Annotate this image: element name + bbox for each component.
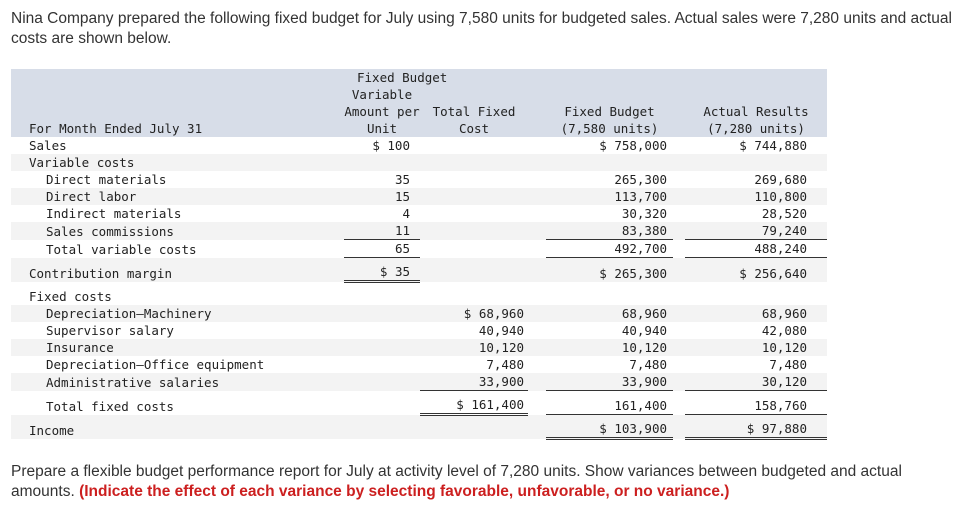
budget-value: 7,480 xyxy=(546,356,673,373)
fixed-value: $ 68,960 xyxy=(420,305,528,322)
fixed-value: 10,120 xyxy=(420,339,528,356)
row-label: Sales xyxy=(11,137,344,154)
fixed-budget-table: Fixed Budget Variable Amount per Total F… xyxy=(11,69,827,440)
table-row-sales-commissions: Sales commissions 11 83,380 79,240 xyxy=(11,222,827,240)
var-value: 35 xyxy=(344,171,420,188)
actual-header-line2: (7,280 units) xyxy=(685,120,827,137)
row-label: Contribution margin xyxy=(11,257,344,282)
fixed-value: 40,940 xyxy=(420,322,528,339)
question-main: Prepare a flexible budget performance re… xyxy=(11,463,902,500)
budget-value: 40,940 xyxy=(546,322,673,339)
table-row-dep-office: Depreciation—Office equipment 7,480 7,48… xyxy=(11,356,827,373)
total-fixed-header-line2: Cost xyxy=(420,120,528,137)
fixed-budget-header-line1: Fixed Budget xyxy=(546,103,673,120)
actual-value: 158,760 xyxy=(685,390,827,415)
table-row-direct-materials: Direct materials 35 265,300 269,680 xyxy=(11,171,827,188)
table-row-indirect-materials: Indirect materials 4 30,320 28,520 xyxy=(11,205,827,222)
budget-value: 492,700 xyxy=(546,239,673,258)
header-row-2: Variable xyxy=(11,86,827,103)
row-label: Supervisor salary xyxy=(11,322,344,339)
row-label: Fixed costs xyxy=(11,281,344,305)
actual-value: $ 256,640 xyxy=(685,257,827,282)
budget-value: 161,400 xyxy=(546,390,673,415)
table-row-income: Income $ 103,900 $ 97,880 xyxy=(11,414,827,440)
budget-value: 113,700 xyxy=(546,188,673,205)
fixed-value: 33,900 xyxy=(420,373,528,391)
fixed-value: 7,480 xyxy=(420,356,528,373)
table-row-total-fixed: Total fixed costs $ 161,400 161,400 158,… xyxy=(11,390,827,416)
budget-value: 30,320 xyxy=(546,205,673,222)
budget-value: 10,120 xyxy=(546,339,673,356)
table-row-total-variable: Total variable costs 65 492,700 488,240 xyxy=(11,239,827,258)
actual-value: 79,240 xyxy=(685,222,827,240)
actual-value: 42,080 xyxy=(685,322,827,339)
intro-text: Nina Company prepared the following fixe… xyxy=(11,10,952,47)
var-value: $ 100 xyxy=(344,137,420,154)
table-row-insurance: Insurance 10,120 10,120 10,120 xyxy=(11,339,827,356)
row-label: Income xyxy=(11,414,344,439)
budget-value: 83,380 xyxy=(546,222,673,240)
row-label: Sales commissions xyxy=(11,222,344,240)
table-row-direct-labor: Direct labor 15 113,700 110,800 xyxy=(11,188,827,205)
budget-value: $ 103,900 xyxy=(546,414,673,440)
period-label: For Month Ended July 31 xyxy=(11,120,344,137)
actual-value: 269,680 xyxy=(685,171,827,188)
var-header-line1: Variable xyxy=(344,86,420,103)
fixed-budget-group-title: Fixed Budget xyxy=(344,69,528,86)
var-header-line3: Unit xyxy=(344,120,420,137)
var-value: 11 xyxy=(344,222,420,240)
table-row-fixed-costs: Fixed costs xyxy=(11,281,827,305)
actual-value: 68,960 xyxy=(685,305,827,322)
var-value: $ 35 xyxy=(344,257,420,283)
actual-value: 7,480 xyxy=(685,356,827,373)
row-label: Insurance xyxy=(11,339,344,356)
actual-value: 488,240 xyxy=(685,239,827,258)
header-row-3: Amount per Total Fixed Fixed Budget Actu… xyxy=(11,103,827,120)
actual-header-line1: Actual Results xyxy=(685,103,827,120)
budget-value: $ 758,000 xyxy=(546,137,673,154)
actual-value: 28,520 xyxy=(685,205,827,222)
actual-value: $ 97,880 xyxy=(685,414,827,440)
budget-value: 265,300 xyxy=(546,171,673,188)
var-header-line2: Amount per xyxy=(344,103,420,120)
table-row-supervisor-salary: Supervisor salary 40,940 40,940 42,080 xyxy=(11,322,827,339)
question-text: Prepare a flexible budget performance re… xyxy=(11,462,961,502)
table-row-dep-machinery: Depreciation—Machinery $ 68,960 68,960 6… xyxy=(11,305,827,322)
fixed-budget-header-line2: (7,580 units) xyxy=(546,120,673,137)
row-label: Total variable costs xyxy=(11,239,344,258)
total-fixed-header-line1: Total Fixed xyxy=(420,103,528,120)
var-value: 65 xyxy=(344,239,420,258)
actual-value: 110,800 xyxy=(685,188,827,205)
row-label: Depreciation—Office equipment xyxy=(11,356,344,373)
actual-value: $ 744,880 xyxy=(685,137,827,154)
row-label: Direct materials xyxy=(11,171,344,188)
actual-value: 10,120 xyxy=(685,339,827,356)
row-label: Depreciation—Machinery xyxy=(11,305,344,322)
fixed-budget-table-container: Fixed Budget Variable Amount per Total F… xyxy=(11,69,827,440)
row-label: Administrative salaries xyxy=(11,373,344,391)
row-label: Direct labor xyxy=(11,188,344,205)
budget-value: 68,960 xyxy=(546,305,673,322)
table-row-variable-costs: Variable costs xyxy=(11,154,827,171)
row-label: Indirect materials xyxy=(11,205,344,222)
header-row-4: For Month Ended July 31 Unit Cost (7,580… xyxy=(11,120,827,137)
budget-value: $ 265,300 xyxy=(546,257,673,282)
table-row-admin-salaries: Administrative salaries 33,900 33,900 30… xyxy=(11,373,827,391)
header-row-1: Fixed Budget xyxy=(11,69,827,86)
fixed-value: $ 161,400 xyxy=(420,390,528,416)
row-label: Variable costs xyxy=(11,154,344,171)
question-instruction: (Indicate the effect of each variance by… xyxy=(79,483,730,500)
var-value: 15 xyxy=(344,188,420,205)
budget-value: 33,900 xyxy=(546,373,673,391)
table-row-contribution-margin: Contribution margin $ 35 $ 265,300 $ 256… xyxy=(11,257,827,283)
table-row-sales: Sales $ 100 $ 758,000 $ 744,880 xyxy=(11,137,827,154)
var-value: 4 xyxy=(344,205,420,222)
actual-value: 30,120 xyxy=(685,373,827,391)
row-label: Total fixed costs xyxy=(11,390,344,415)
